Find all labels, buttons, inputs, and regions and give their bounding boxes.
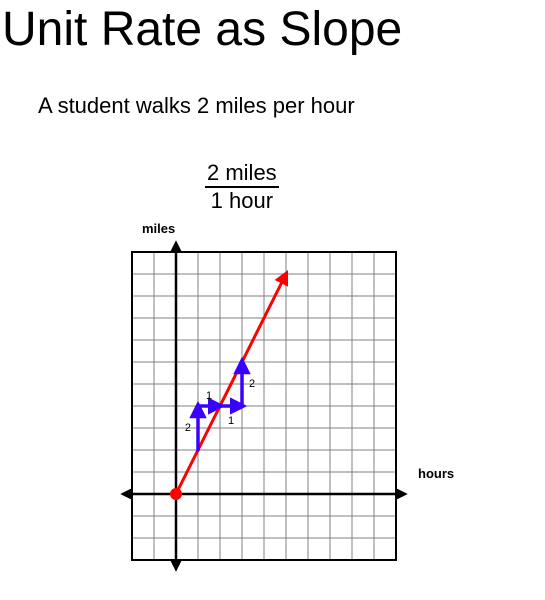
svg-text:2: 2 <box>185 422 191 434</box>
ratio-denominator: 1 hour <box>211 188 273 213</box>
page: Unit Rate as Slope A student walks 2 mil… <box>0 0 545 600</box>
y-axis-label: miles <box>142 221 175 236</box>
ratio-numerator: 2 miles <box>205 160 279 188</box>
ratio-display: 2 miles 1 hour <box>205 160 279 214</box>
graph: 2 1 1 2 <box>118 238 410 574</box>
svg-text:2: 2 <box>249 378 255 390</box>
svg-text:1: 1 <box>228 415 234 427</box>
subtitle-text: A student walks 2 miles per hour <box>38 93 355 119</box>
page-title: Unit Rate as Slope <box>2 2 402 57</box>
x-axis-label: hours <box>418 466 454 481</box>
graph-svg: 2 1 1 2 <box>118 238 410 574</box>
svg-text:1: 1 <box>206 390 212 402</box>
